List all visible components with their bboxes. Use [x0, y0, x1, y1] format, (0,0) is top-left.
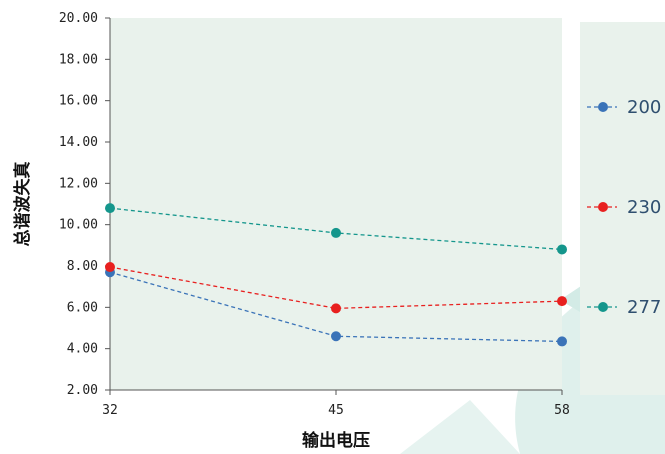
- legend-item-277: 277: [587, 297, 661, 318]
- legend-marker: [598, 302, 608, 312]
- legend-box: [580, 22, 665, 395]
- plot-area: [110, 18, 562, 390]
- legend-item-230: 230: [587, 197, 661, 218]
- y-tick-label: 6.00: [67, 300, 98, 315]
- x-tick-label: 45: [328, 403, 344, 418]
- y-tick-label: 8.00: [67, 259, 98, 274]
- y-tick-label: 20.00: [59, 11, 98, 26]
- data-point: [557, 244, 567, 255]
- data-point: [105, 203, 115, 214]
- series-layer: [105, 203, 567, 347]
- x-tick-label: 58: [554, 403, 570, 418]
- y-tick-label: 16.00: [59, 94, 98, 109]
- legend-item-200: 200: [587, 97, 661, 118]
- series-line: [109, 266, 563, 310]
- legend: 200 230 277: [587, 97, 661, 318]
- y-axis-label: 总谐波失真: [12, 162, 33, 247]
- x-tick-label: 32: [102, 403, 118, 418]
- y-tick-label: 10.00: [59, 218, 98, 233]
- y-tick-label: 2.00: [67, 383, 98, 398]
- y-tick-label: 14.00: [59, 135, 98, 150]
- legend-label: 277: [627, 297, 661, 318]
- legend-label: 200: [627, 97, 661, 118]
- legend-marker: [598, 202, 608, 212]
- data-point: [557, 296, 567, 307]
- y-tick-label: 4.00: [67, 342, 98, 357]
- data-point: [331, 331, 341, 342]
- y-tick-label: 18.00: [59, 52, 98, 67]
- x-axis-label: 输出电压: [302, 430, 370, 451]
- data-point: [105, 262, 115, 273]
- legend-label: 230: [627, 197, 661, 218]
- series-277: [105, 203, 567, 255]
- data-point: [331, 227, 341, 238]
- series-230: [105, 262, 567, 314]
- data-point: [331, 303, 341, 314]
- data-point: [557, 336, 567, 347]
- y-tick-label: 12.00: [59, 176, 98, 191]
- legend-marker: [598, 102, 608, 112]
